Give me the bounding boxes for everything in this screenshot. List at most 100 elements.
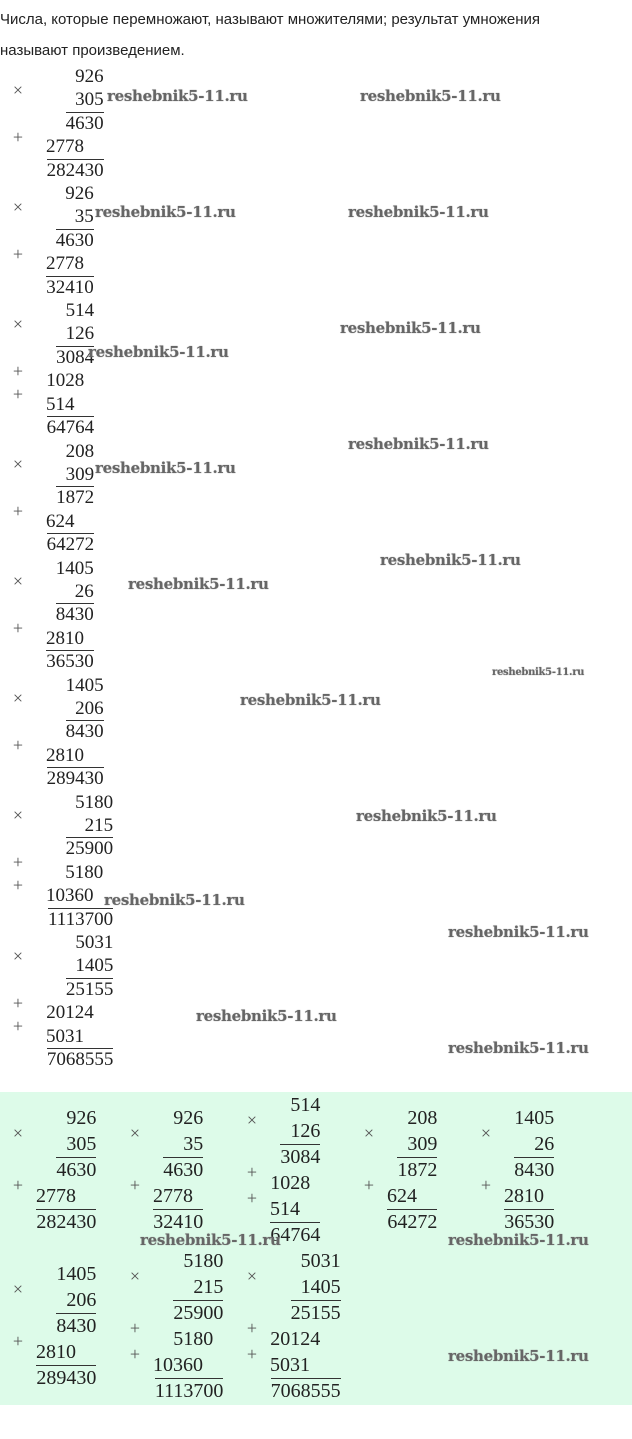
multiplicand-row: 514 (270, 1092, 320, 1118)
watermark: reshebnik5-11.ru (88, 343, 229, 361)
partial-product-row: 25155 (270, 1300, 341, 1326)
multiplication-514-x-126: 514 126 3084 1028 514 64764 × + + (234, 1092, 353, 1248)
multiplicand-row: 926 (36, 1105, 96, 1131)
partial-product: 3084 (280, 1144, 321, 1168)
multiplicand-row: 926 (153, 1105, 203, 1131)
multiplier: 309 (407, 1133, 438, 1155)
watermark: reshebnik5-11.ru (360, 87, 501, 105)
multiply-sign-icon: × (129, 1123, 141, 1143)
multiply-sign-icon: × (12, 313, 24, 334)
partial-product-row: 5180 (153, 1326, 223, 1352)
product-row: 36530 (46, 650, 94, 673)
multiplier-row: 126 (46, 322, 95, 345)
multiply-sign-icon: × (12, 454, 24, 475)
multiply-sign-icon: × (363, 1123, 375, 1143)
watermark: reshebnik5-11.ru (95, 459, 236, 477)
partial-product-row: 514 (46, 393, 94, 416)
partial-product: 624 (387, 1185, 417, 1207)
multiplicand: 1405 (514, 1107, 555, 1129)
plus-sign-icon: + (129, 1344, 141, 1364)
product-row: 32410 (46, 275, 94, 299)
product: 7068555 (270, 1378, 341, 1402)
multiplication-208-x-309: 208 309 1872 624 64272 × + (351, 1105, 470, 1235)
watermark: reshebnik5-11.ru (240, 691, 381, 709)
multiplier-row: 206 (46, 697, 104, 720)
product: 64764 (270, 1222, 321, 1246)
watermark: reshebnik5-11.ru (356, 807, 497, 825)
multiplier-row: 215 (153, 1274, 223, 1300)
partial-product: 514 (270, 1198, 300, 1220)
partial-product-row: 2810 (504, 1183, 554, 1209)
multiplicand: 514 (290, 1094, 321, 1116)
multiplicand-row: 926 (46, 182, 94, 205)
partial-product-row: 2778 (46, 135, 104, 158)
partial-product: 4630 (65, 111, 104, 134)
multiplier-row: 305 (46, 88, 104, 111)
partial-product: 5031 (46, 1025, 84, 1047)
product: 64764 (46, 416, 95, 439)
partial-product-row: 624 (387, 1183, 437, 1209)
multiply-sign-icon: × (12, 945, 24, 966)
plus-sign-icon: + (12, 618, 24, 639)
multiply-sign-icon: × (12, 196, 24, 217)
partial-product: 1028 (46, 370, 85, 392)
partial-product-row: 4630 (153, 1157, 204, 1183)
multiplier: 215 (84, 815, 114, 836)
plus-sign-icon: + (246, 1188, 258, 1208)
partial-product-row: 10360 (153, 1352, 223, 1378)
product: 7068555 (46, 1048, 114, 1071)
intro-text: Числа, которые перемножают, называют мно… (0, 4, 632, 66)
multiplicand-row: 5180 (46, 791, 113, 814)
column-block: 926 35 4630 2778 32410 (46, 182, 94, 299)
partial-product-row: 10360 (46, 884, 113, 907)
multiplicand: 926 (75, 66, 104, 87)
plus-sign-icon: + (246, 1318, 258, 1338)
multiplication-5180-x-215: 5180 215 25900 5180 10360 1113700 × + + (117, 1248, 236, 1404)
product: 32410 (153, 1209, 204, 1233)
multiplicand-row: 1405 (36, 1261, 96, 1287)
partial-product-row: 25900 (153, 1300, 224, 1326)
column-block: 926 305 4630 2778 282430 (46, 65, 104, 182)
column-block: 926 305 4630 2778 282430 (36, 1105, 97, 1235)
partial-product: 2810 (36, 1341, 76, 1363)
product: 1113700 (154, 1378, 224, 1402)
partial-product-row: 2778 (36, 1183, 96, 1209)
plus-sign-icon: + (12, 501, 24, 521)
partial-product-row: 2810 (36, 1339, 96, 1365)
product: 36530 (46, 650, 94, 673)
partial-product: 25155 (65, 977, 114, 1000)
multiplier-row: 215 (46, 814, 114, 837)
multiplicand: 5031 (75, 932, 114, 954)
partial-product: 10360 (46, 885, 94, 907)
partial-product: 2778 (153, 1185, 193, 1207)
watermark: reshebnik5-11.ru (128, 575, 269, 593)
summary-row-2: 1405 206 8430 2810 289430 × +5180 215 25900 5180 1… (0, 1248, 351, 1404)
multiplicand-row: 1405 (46, 674, 104, 697)
partial-product: 624 (46, 510, 75, 532)
multiplicand-row: 926 (46, 65, 104, 88)
product-row: 64764 (270, 1222, 321, 1248)
column-block: 514 126 3084 1028 514 64764 (46, 299, 95, 439)
partial-product: 5031 (270, 1354, 310, 1376)
partial-product: 5180 (65, 861, 104, 883)
plus-sign-icon: + (12, 383, 24, 404)
column-block: 1405 26 8430 2810 36530 (46, 557, 94, 674)
partial-product: 3084 (56, 345, 95, 368)
multiplier-row: 206 (36, 1287, 96, 1313)
multiplication-5180-x-215: 5180 215 25900 5180 10360 1113700 × + + (0, 791, 114, 931)
multiplier-row: 309 (387, 1131, 437, 1157)
multiplicand: 208 (407, 1107, 438, 1129)
plus-sign-icon: + (12, 1331, 24, 1351)
watermark: reshebnik5-11.ru (95, 203, 236, 221)
watermark: reshebnik5-11.ru (448, 1039, 589, 1057)
product-row: 282430 (46, 158, 104, 182)
watermark: reshebnik5-11.ru (140, 1231, 281, 1249)
multiply-sign-icon: × (12, 805, 24, 826)
partial-product: 4630 (56, 1157, 97, 1181)
watermark: reshebnik5-11.ru (448, 923, 589, 941)
partial-product-row: 25155 (46, 977, 114, 1001)
partial-product-row: 2778 (46, 252, 94, 275)
multiplicand: 5180 (75, 791, 114, 813)
partial-product-row: 2810 (46, 627, 94, 650)
multiplier: 206 (66, 1289, 97, 1311)
